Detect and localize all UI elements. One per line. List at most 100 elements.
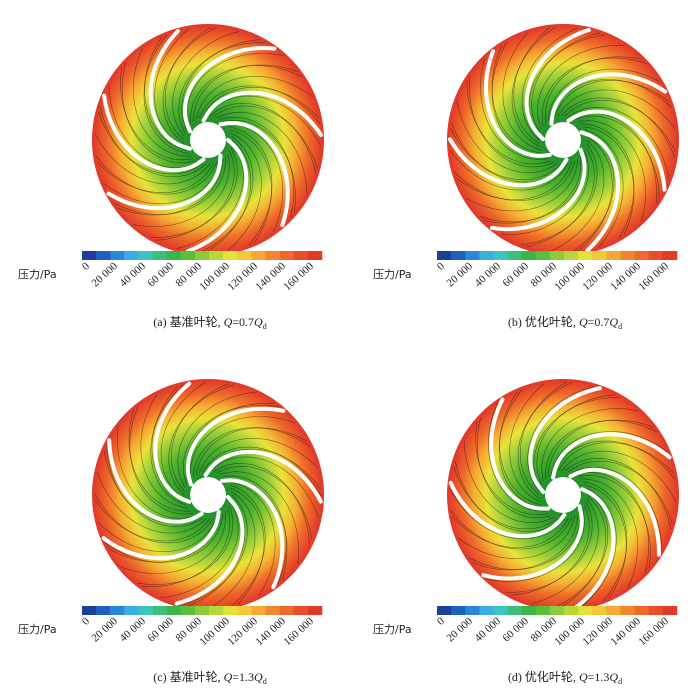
blade bbox=[549, 72, 668, 126]
streamline bbox=[491, 44, 544, 154]
streamline bbox=[505, 501, 593, 593]
streamline bbox=[521, 27, 578, 141]
streamline bbox=[204, 139, 252, 254]
streamline bbox=[571, 466, 663, 550]
streamline bbox=[225, 123, 283, 233]
colorbar-tick-label: 0 bbox=[435, 615, 447, 628]
colorbar-swatch bbox=[279, 606, 295, 615]
blade bbox=[101, 509, 221, 561]
streamline bbox=[94, 494, 214, 544]
colorbar-swatch bbox=[521, 251, 537, 260]
caption-symbol: Q bbox=[224, 670, 233, 684]
colorbar-swatch bbox=[251, 606, 266, 615]
streamline bbox=[487, 508, 585, 582]
blade bbox=[528, 386, 602, 494]
caption-subscript: d bbox=[618, 322, 622, 331]
blade bbox=[185, 138, 249, 254]
streamline bbox=[548, 139, 605, 253]
caption-text: (d) 优化叶轮, bbox=[508, 670, 579, 684]
streamline bbox=[162, 27, 218, 144]
colorbar-swatch bbox=[437, 251, 452, 260]
blade bbox=[566, 109, 667, 192]
streamline bbox=[227, 481, 276, 597]
colorbar-tick-label: 100 000 bbox=[552, 615, 587, 648]
caption: (c) 基准叶轮, Q=1.3Qd bbox=[153, 670, 266, 686]
streamline bbox=[466, 158, 579, 212]
colorbar-swatch bbox=[451, 251, 466, 260]
streamline bbox=[553, 491, 609, 608]
colorbar-swatch bbox=[180, 251, 196, 260]
streamline bbox=[106, 445, 203, 527]
caption: (d) 优化叶轮, Q=1.3Qd bbox=[508, 670, 622, 686]
blade bbox=[448, 480, 567, 539]
colorbar-swatch bbox=[620, 251, 635, 260]
streamline bbox=[229, 484, 266, 606]
blade bbox=[153, 381, 192, 504]
caption-ratio: =0.7 bbox=[232, 315, 254, 329]
streamline bbox=[177, 392, 256, 489]
streamline bbox=[557, 89, 676, 130]
streamline bbox=[141, 508, 231, 587]
caption-ratio: =1.3 bbox=[588, 670, 610, 684]
colorbar-tick-label: 120 000 bbox=[580, 615, 615, 648]
streamline bbox=[564, 99, 676, 152]
colorbar-swatch bbox=[479, 251, 494, 260]
colorbar-swatch bbox=[194, 251, 210, 260]
streamline bbox=[114, 156, 226, 215]
streamline bbox=[136, 505, 234, 585]
colorbar-swatch bbox=[606, 606, 621, 615]
colorbar-swatch bbox=[293, 606, 309, 615]
streamline bbox=[517, 382, 573, 499]
colorbar-swatch bbox=[265, 251, 280, 260]
streamline bbox=[209, 491, 256, 609]
streamline bbox=[151, 146, 238, 238]
caption-symbol: Q bbox=[579, 315, 588, 329]
colorbar-swatch bbox=[648, 606, 664, 615]
streamline bbox=[544, 56, 643, 124]
blade bbox=[220, 478, 285, 590]
streamline bbox=[205, 95, 322, 147]
colorbar-tick-label: 120 000 bbox=[580, 260, 615, 293]
colorbar-tick-label: 140 000 bbox=[608, 615, 643, 648]
streamline bbox=[94, 499, 211, 542]
caption-subscript: d bbox=[618, 677, 622, 686]
colorbar-swatch bbox=[634, 606, 650, 615]
streamline bbox=[168, 384, 234, 496]
colorbar-tick-label: 120 000 bbox=[225, 260, 260, 293]
streamline bbox=[230, 487, 265, 605]
colorbar-swatch bbox=[209, 606, 224, 615]
blade bbox=[148, 29, 192, 151]
colorbar-swatch bbox=[138, 606, 153, 615]
streamline bbox=[209, 102, 317, 174]
streamline bbox=[450, 128, 562, 181]
colorbar-tick-label: 160 000 bbox=[281, 260, 316, 293]
streamline bbox=[541, 408, 639, 482]
colorbar-swatch bbox=[606, 251, 621, 260]
streamline bbox=[554, 440, 676, 480]
streamline bbox=[449, 488, 565, 540]
streamline bbox=[541, 57, 647, 127]
colorbar-swatch bbox=[592, 606, 607, 615]
streamline bbox=[98, 111, 203, 175]
streamline bbox=[199, 438, 318, 473]
streamline bbox=[192, 427, 311, 477]
colorbar-swatch bbox=[152, 251, 168, 260]
blade bbox=[579, 130, 621, 253]
streamline bbox=[121, 62, 197, 164]
colorbar-tick-label: 140 000 bbox=[253, 615, 288, 648]
streamline bbox=[195, 75, 313, 120]
colorbar-swatch bbox=[535, 606, 551, 615]
colorbar-swatch bbox=[564, 606, 579, 615]
streamline bbox=[192, 64, 299, 122]
streamline bbox=[577, 474, 651, 569]
caption-symbol: Q bbox=[609, 670, 618, 684]
blade bbox=[102, 93, 206, 173]
streamline bbox=[219, 471, 299, 564]
streamline bbox=[117, 158, 224, 216]
blade bbox=[185, 406, 286, 487]
colorbar-label: 压力/Pa bbox=[18, 623, 57, 636]
